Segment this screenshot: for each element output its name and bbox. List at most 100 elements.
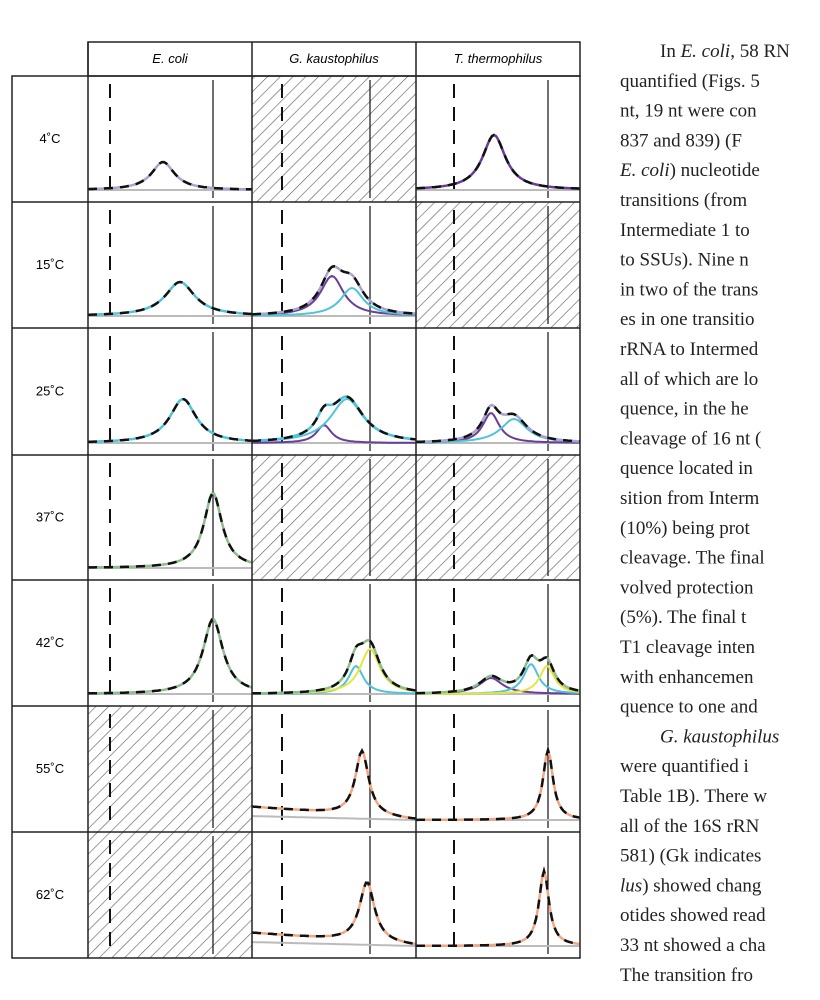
text-line: to SSUs). Nine n — [620, 250, 749, 271]
text-segment: quence to one and — [620, 697, 758, 718]
baseline — [252, 815, 416, 821]
text-line: Intermediate 1 to — [620, 220, 750, 241]
hatched-cell — [416, 202, 580, 328]
text-segment: cleavage of 16 nt ( — [620, 428, 761, 449]
text-line: (10%) being prot — [620, 518, 751, 539]
text-segment: 33 nt showed a cha — [620, 935, 766, 956]
text-line: sition from Interm — [620, 488, 760, 509]
paragraph: In E. coli , 58 RN quantified (Figs. 5 nt, … — [619, 41, 790, 986]
text-line: transitions (from — [620, 190, 747, 211]
text-line: all of the 16S rRN — [620, 816, 760, 837]
text-segment: rRNA to Intermed — [620, 339, 759, 360]
text-line: in two of the trans — [620, 279, 758, 300]
text-segment: in two of the trans — [620, 279, 758, 300]
data-curve — [251, 395, 417, 443]
data-curve — [87, 397, 253, 444]
row-label: 15˚C — [36, 257, 64, 272]
text-segment: were quantified i — [620, 756, 749, 777]
text-segment: quence located in — [620, 458, 753, 479]
text-segment: 581) (Gk indicates — [620, 846, 761, 867]
column-header: E. coli — [152, 51, 189, 66]
text-segment: ) showed chang — [642, 875, 762, 896]
text-line: quantified (Figs. 5 — [620, 71, 760, 92]
text-segment: to SSUs). Nine n — [620, 250, 749, 271]
text-segment: nt, 19 nt were con — [620, 101, 757, 122]
text-line: otides showed read — [620, 905, 766, 926]
text-line: quence located in — [620, 458, 753, 479]
row-label: 37˚C — [36, 510, 64, 525]
fit-curve — [416, 653, 581, 695]
text-segment: lus — [620, 875, 642, 896]
hatched-cell — [88, 832, 252, 958]
fit-curve — [88, 492, 253, 569]
fit-curve — [88, 280, 253, 316]
row-label: 25˚C — [36, 384, 64, 399]
text-segment: quantified (Figs. 5 — [620, 71, 760, 92]
text-segment: (5%). The final t — [620, 607, 747, 628]
hatched-cell — [252, 455, 416, 580]
text-segment: quence, in the he — [620, 399, 749, 420]
text-line: all of which are lo — [620, 369, 758, 390]
text-line: T1 cleavage inten — [620, 637, 756, 658]
text-segment: Table 1B). There w — [620, 786, 767, 807]
text-segment: sition from Interm — [620, 488, 760, 509]
row-label: 62˚C — [36, 887, 64, 902]
text-segment: G. kaustophilus — [660, 726, 779, 747]
grid-box — [11, 75, 581, 959]
text-segment: volved protection — [620, 577, 754, 598]
text-segment: all of which are lo — [620, 369, 758, 390]
text-line: nt, 19 nt were con — [620, 101, 757, 122]
data-curve — [88, 280, 253, 316]
data-curve — [251, 881, 417, 946]
data-curve — [88, 618, 253, 695]
row-label: 55˚C — [36, 761, 64, 776]
text-line: Table 1B). There w — [620, 786, 767, 807]
fit-curve — [416, 866, 581, 948]
text-line: cleavage of 16 nt ( — [620, 428, 761, 449]
text-line: The transition fro — [620, 965, 753, 986]
text-segment: The transition fro — [620, 965, 753, 986]
text-line: volved protection — [620, 577, 754, 598]
row-label: 4˚C — [40, 131, 61, 146]
text-segment: In — [660, 41, 681, 62]
text-segment: ) nucleotide — [670, 160, 760, 181]
data-curve — [415, 403, 581, 444]
fit-curve — [416, 745, 581, 822]
text-segment: E. coli — [619, 160, 670, 181]
component-curve — [251, 286, 417, 317]
component-curve — [252, 423, 416, 444]
baseline — [252, 941, 416, 947]
data-curve — [416, 653, 581, 695]
hatched-cell — [416, 455, 580, 580]
text-line: quence, in the he — [620, 399, 749, 420]
text-segment: , 58 RN — [730, 41, 790, 62]
text-line: were quantified i — [620, 756, 749, 777]
text-line: E. coli) nucleotide — [619, 160, 760, 181]
data-curve — [416, 745, 581, 822]
data-curve — [251, 748, 417, 820]
data-curve — [416, 866, 581, 948]
text-segment: with enhancemen — [620, 667, 754, 688]
text-line: G. kaustophilus — [660, 726, 779, 747]
text-segment: all of the 16S rRN — [620, 816, 760, 837]
text-line: quence to one and — [620, 697, 758, 718]
text-segment: (10%) being prot — [620, 518, 751, 539]
text-segment: 837 and 839) (F — [620, 130, 742, 151]
text-line: 837 and 839) (F — [620, 130, 742, 151]
text-line: (5%). The final t — [620, 607, 747, 628]
data-curve — [88, 492, 253, 569]
text-line: rRNA to Intermed — [620, 339, 759, 360]
fit-curve — [251, 264, 417, 316]
text-segment: cleavage. The final — [620, 548, 765, 569]
fit-curve — [415, 133, 581, 190]
text-line: es in one transitio — [620, 309, 755, 330]
text-segment: otides showed read — [620, 905, 766, 926]
text-line: 33 nt showed a cha — [620, 935, 766, 956]
text-line: cleavage. The final — [620, 548, 765, 569]
text-line: lus) showed chang — [620, 875, 762, 896]
column-header: G. kaustophilus — [289, 51, 379, 66]
hatched-cell — [88, 706, 252, 832]
row-label: 42˚C — [36, 635, 64, 650]
